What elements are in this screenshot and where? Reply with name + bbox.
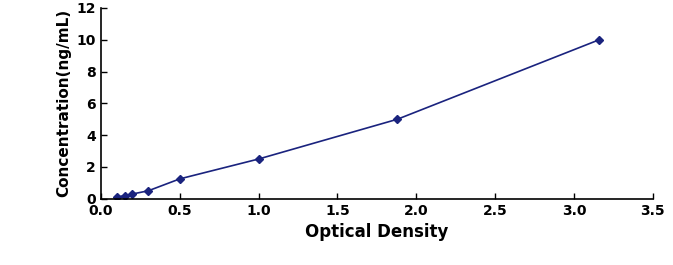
X-axis label: Optical Density: Optical Density	[305, 223, 449, 241]
Y-axis label: Concentration(ng/mL): Concentration(ng/mL)	[56, 9, 71, 197]
